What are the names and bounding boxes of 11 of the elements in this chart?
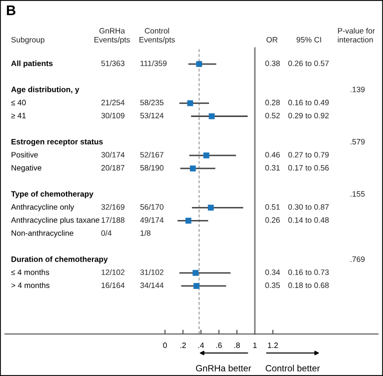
point <box>192 270 198 276</box>
point <box>196 61 202 67</box>
text: Control better <box>266 364 320 372</box>
point <box>187 100 194 106</box>
point <box>185 218 192 224</box>
chart-title: B <box>6 6 16 16</box>
point <box>190 166 196 172</box>
point <box>208 204 214 211</box>
point <box>193 283 200 289</box>
point <box>203 152 210 158</box>
text: GnRHa better <box>196 364 252 372</box>
